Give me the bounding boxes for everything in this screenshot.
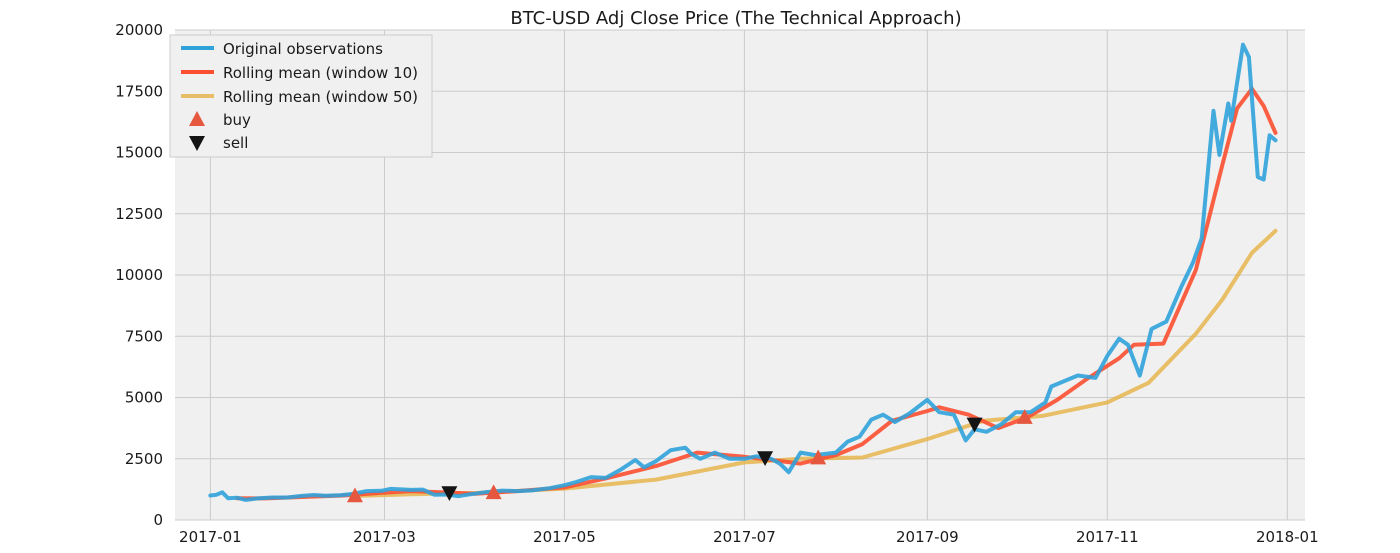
axis-ticks: 0 2500 5000 7500 10000 12500 15000 17500 20000 20… (115, 21, 1318, 546)
legend-sell-marker (189, 136, 205, 151)
signal-markers (346, 409, 1033, 503)
series-line-0 (208, 42, 1278, 502)
buy-marker (1016, 409, 1033, 424)
y-tick-label: 15000 (115, 144, 163, 162)
y-tick-label: 2500 (125, 450, 163, 468)
sell-marker (757, 451, 774, 467)
legend-label-buy: buy (223, 111, 251, 129)
sell-marker (441, 486, 458, 502)
x-tick-label: 2017-03 (353, 528, 416, 546)
y-tick-label: 5000 (125, 389, 163, 407)
x-tick-label: 2017-05 (533, 528, 596, 546)
legend-label-rolling50: Rolling mean (window 50) (223, 88, 418, 106)
legend-buy-marker (189, 111, 205, 126)
legend-label-sell: sell (223, 134, 248, 152)
buy-marker (485, 484, 502, 500)
y-tick-label: 0 (153, 511, 163, 529)
legend-label-rolling10: Rolling mean (window 10) (223, 64, 418, 82)
y-tick-label: 17500 (115, 82, 163, 100)
y-tick-label: 10000 (115, 266, 163, 284)
y-tick-label: 12500 (115, 205, 163, 223)
buy-marker (346, 487, 363, 503)
x-tick-label: 2017-09 (896, 528, 959, 546)
x-tick-label: 2018-01 (1256, 528, 1319, 546)
y-tick-label: 20000 (115, 21, 163, 39)
legend: Original observations Rolling mean (wind… (169, 34, 433, 158)
y-tick-label: 7500 (125, 327, 163, 345)
x-tick-label: 2017-07 (713, 528, 776, 546)
sell-marker (966, 417, 983, 433)
legend-label-original: Original observations (223, 40, 383, 58)
chart-title: BTC-USD Adj Close Price (The Technical A… (510, 8, 961, 29)
x-tick-label: 2017-01 (179, 528, 242, 546)
series-lines (208, 42, 1278, 502)
buy-marker (810, 449, 827, 465)
x-tick-label: 2017-11 (1076, 528, 1139, 546)
